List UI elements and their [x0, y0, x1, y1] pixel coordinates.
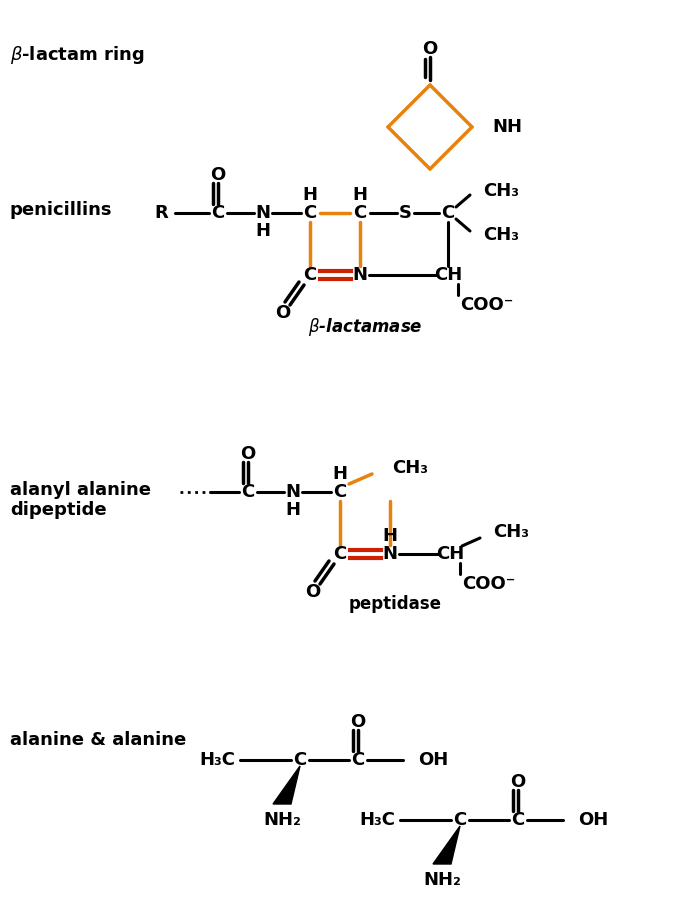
Text: OH: OH: [418, 751, 448, 769]
Text: N: N: [353, 266, 367, 284]
Text: CH₃: CH₃: [493, 523, 529, 541]
Text: C: C: [453, 811, 466, 829]
Text: C: C: [334, 545, 347, 563]
Text: S: S: [399, 204, 412, 222]
Text: O: O: [306, 583, 321, 601]
Text: COO⁻: COO⁻: [462, 575, 515, 593]
Text: C: C: [441, 204, 455, 222]
Text: NH: NH: [492, 118, 522, 136]
Text: penicillins: penicillins: [10, 201, 112, 219]
Text: CH₃: CH₃: [392, 459, 428, 477]
Text: COO⁻: COO⁻: [460, 296, 513, 314]
Text: dipeptide: dipeptide: [10, 501, 107, 519]
Text: C: C: [293, 751, 307, 769]
Text: O: O: [275, 304, 290, 322]
Text: O: O: [210, 166, 225, 184]
Text: H: H: [256, 222, 271, 240]
Text: C: C: [303, 266, 316, 284]
Text: NH₂: NH₂: [423, 871, 461, 889]
Text: peptidase: peptidase: [349, 595, 442, 613]
Text: NH₂: NH₂: [263, 811, 301, 829]
Text: N: N: [286, 483, 301, 501]
Text: O: O: [350, 713, 366, 731]
Text: alanyl alanine: alanyl alanine: [10, 481, 151, 499]
Text: CH: CH: [436, 545, 464, 563]
Text: CH₃: CH₃: [483, 226, 519, 244]
Text: $\beta$-lactam ring: $\beta$-lactam ring: [10, 44, 145, 66]
Text: H₃C: H₃C: [359, 811, 395, 829]
Text: O: O: [510, 773, 525, 791]
Text: O: O: [423, 40, 438, 58]
Text: H: H: [353, 186, 367, 204]
Text: R: R: [154, 204, 168, 222]
Polygon shape: [433, 826, 460, 864]
Text: C: C: [353, 204, 366, 222]
Text: C: C: [334, 483, 347, 501]
Polygon shape: [273, 766, 300, 804]
Text: O: O: [240, 445, 256, 463]
Text: C: C: [351, 751, 364, 769]
Text: H: H: [303, 186, 318, 204]
Text: C: C: [512, 811, 525, 829]
Text: H: H: [332, 465, 347, 483]
Text: H: H: [286, 501, 301, 519]
Text: alanine & alanine: alanine & alanine: [10, 731, 186, 749]
Text: C: C: [303, 204, 316, 222]
Text: H: H: [382, 527, 397, 545]
Text: C: C: [212, 204, 225, 222]
Text: OH: OH: [578, 811, 608, 829]
Text: $\beta$-lactamase: $\beta$-lactamase: [308, 316, 422, 338]
Text: CH₃: CH₃: [483, 182, 519, 200]
Text: N: N: [382, 545, 397, 563]
Text: H₃C: H₃C: [199, 751, 235, 769]
Text: N: N: [256, 204, 271, 222]
Text: CH: CH: [434, 266, 462, 284]
Text: C: C: [241, 483, 255, 501]
